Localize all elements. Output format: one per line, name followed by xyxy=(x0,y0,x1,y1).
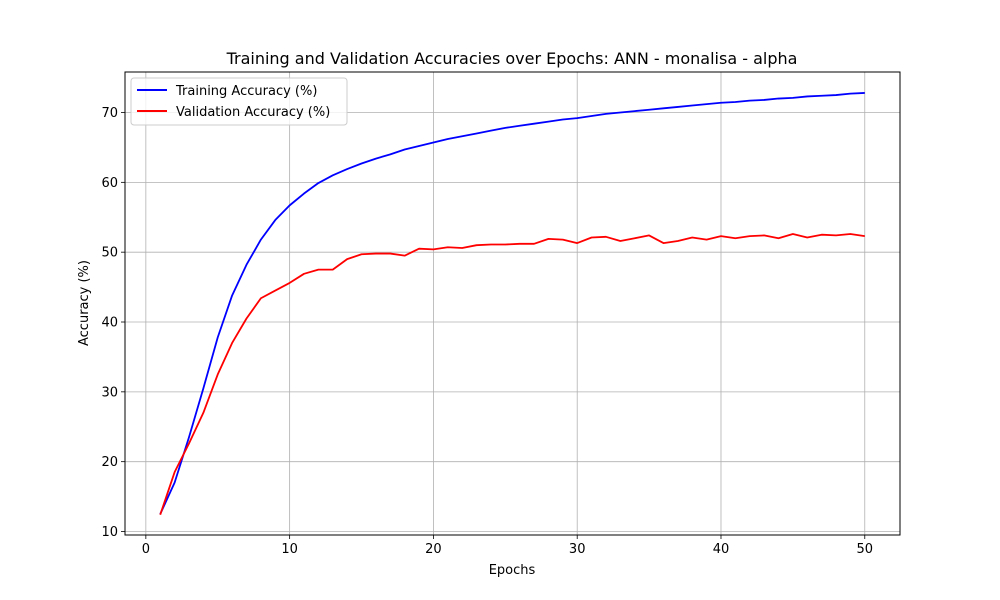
x-axis-label: Epochs xyxy=(489,563,536,578)
axis-ticks: 0 10 20 30 40 50 10 20 30 40 50 60 70 xyxy=(101,106,873,557)
y-tick-label: 10 xyxy=(101,525,118,540)
y-tick-label: 20 xyxy=(101,455,118,470)
legend: Training Accuracy (%) Validation Accurac… xyxy=(130,77,348,126)
series-lines xyxy=(159,92,865,516)
x-tick-label: 40 xyxy=(713,542,730,557)
plot-area-frame xyxy=(124,71,901,536)
x-tick-label: 20 xyxy=(425,542,442,557)
x-tick-label: 0 xyxy=(142,542,150,557)
chart-title: Training and Validation Accuracies over … xyxy=(226,49,798,68)
y-tick-label: 40 xyxy=(101,316,118,331)
y-tick-label: 60 xyxy=(101,176,118,191)
legend-label-validation: Validation Accuracy (%) xyxy=(176,105,330,120)
x-tick-label: 30 xyxy=(569,542,586,557)
grid-lines xyxy=(125,72,900,535)
y-tick-label: 50 xyxy=(101,246,118,261)
legend-label-training: Training Accuracy (%) xyxy=(175,84,317,99)
training-accuracy-line xyxy=(159,92,865,515)
validation-accuracy-line xyxy=(159,233,865,516)
x-tick-label: 10 xyxy=(281,542,298,557)
y-tick-label: 70 xyxy=(101,106,118,121)
y-tick-label: 30 xyxy=(101,385,118,400)
legend-box xyxy=(130,77,348,126)
y-axis-label: Accuracy (%) xyxy=(77,260,92,346)
x-tick-label: 50 xyxy=(856,542,873,557)
